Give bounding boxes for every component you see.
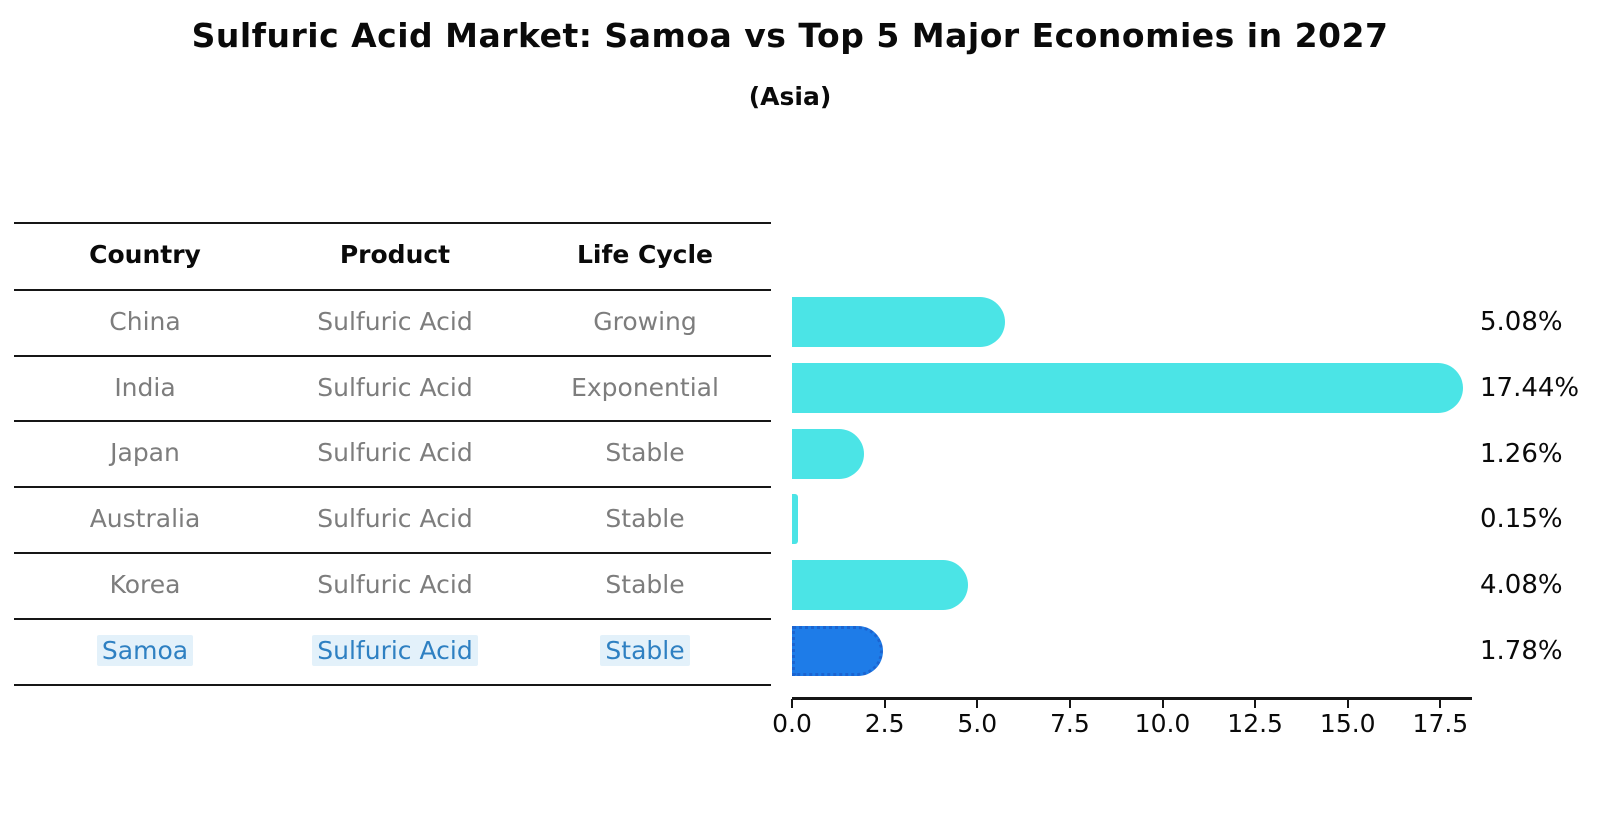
value-label-australia: 0.15%: [1480, 504, 1563, 535]
value-label-samoa: 1.78%: [1480, 636, 1563, 666]
bar-korea: [792, 560, 969, 611]
table-line: [14, 684, 771, 686]
bar-samoa: [792, 626, 883, 676]
table-line: [14, 552, 771, 554]
bar-india: [792, 362, 1464, 413]
table-header-row: Country Product Life Cycle: [0, 240, 790, 270]
cell-product: Sulfuric Acid: [317, 373, 473, 402]
cell-life-cycle: Stable: [605, 570, 685, 599]
column-header-country: Country: [89, 240, 201, 269]
table-line: [14, 420, 771, 422]
column-header-life-cycle: Life Cycle: [576, 240, 714, 269]
cell-life-cycle: Exponential: [571, 373, 719, 402]
table-line: [14, 355, 771, 357]
cell-product: Sulfuric Acid: [317, 504, 473, 533]
x-axis-line: [792, 697, 1472, 700]
cell-product: Sulfuric Acid: [317, 307, 473, 336]
value-label-japan: 1.26%: [1480, 438, 1563, 469]
x-tick-label: 5.0: [957, 709, 998, 738]
table-row-china: China Sulfuric Acid Growing: [0, 307, 790, 337]
table-row-samoa: Samoa Sulfuric Acid Stable: [0, 635, 790, 666]
x-tick-mark: [791, 699, 793, 708]
table-line: [14, 486, 771, 488]
table-row-australia: Australia Sulfuric Acid Stable: [0, 504, 790, 534]
cell-product: Sulfuric Acid: [317, 570, 473, 599]
x-tick-mark: [1439, 699, 1442, 708]
x-tick-label: 0.0: [772, 709, 812, 738]
cell-country: Korea: [109, 570, 181, 599]
cell-product: Sulfuric Acid: [270, 635, 520, 666]
x-tick-label: 2.5: [864, 709, 905, 738]
table-line: [14, 618, 771, 620]
bar-japan: [792, 428, 864, 479]
x-tick-mark: [1346, 699, 1349, 708]
column-header-product: Product: [339, 240, 451, 269]
cell-country: Samoa: [20, 635, 270, 666]
table-row-korea: Korea Sulfuric Acid Stable: [0, 570, 790, 600]
x-tick-label: 10.0: [1134, 709, 1191, 738]
table-row-india: India Sulfuric Acid Exponential: [0, 373, 790, 403]
x-tick-label: 17.5: [1412, 709, 1469, 738]
x-tick-mark: [883, 699, 886, 708]
cell-country: China: [109, 307, 181, 336]
cell-country: India: [114, 373, 176, 402]
cell-life-cycle: Growing: [593, 307, 697, 336]
cell-life-cycle: Stable: [605, 438, 685, 467]
table-row-japan: Japan Sulfuric Acid Stable: [0, 438, 790, 468]
table-line: [14, 222, 771, 224]
chart-subtitle: (Asia): [748, 82, 832, 111]
cell-life-cycle: Stable: [605, 504, 685, 533]
x-tick-mark: [1254, 699, 1257, 708]
cell-country: Australia: [89, 504, 201, 533]
x-tick-label: 7.5: [1049, 709, 1090, 738]
chart-title: Sulfuric Acid Market: Samoa vs Top 5 Maj…: [191, 16, 1389, 55]
x-tick-label: 15.0: [1319, 709, 1376, 738]
value-label-china: 5.08%: [1480, 307, 1563, 337]
table-line: [14, 289, 771, 291]
x-tick-label: 12.5: [1227, 709, 1283, 738]
bar-china: [792, 297, 1006, 347]
value-label-korea: 4.08%: [1480, 570, 1563, 601]
value-label-india: 17.44%: [1480, 372, 1580, 403]
x-tick-mark: [976, 699, 979, 708]
x-tick-mark: [1161, 699, 1164, 708]
cell-country: Japan: [110, 438, 180, 467]
cell-product: Sulfuric Acid: [317, 438, 473, 467]
x-tick-mark: [1068, 699, 1071, 708]
bar-australia: [792, 494, 798, 545]
cell-life-cycle: Stable: [520, 635, 770, 666]
